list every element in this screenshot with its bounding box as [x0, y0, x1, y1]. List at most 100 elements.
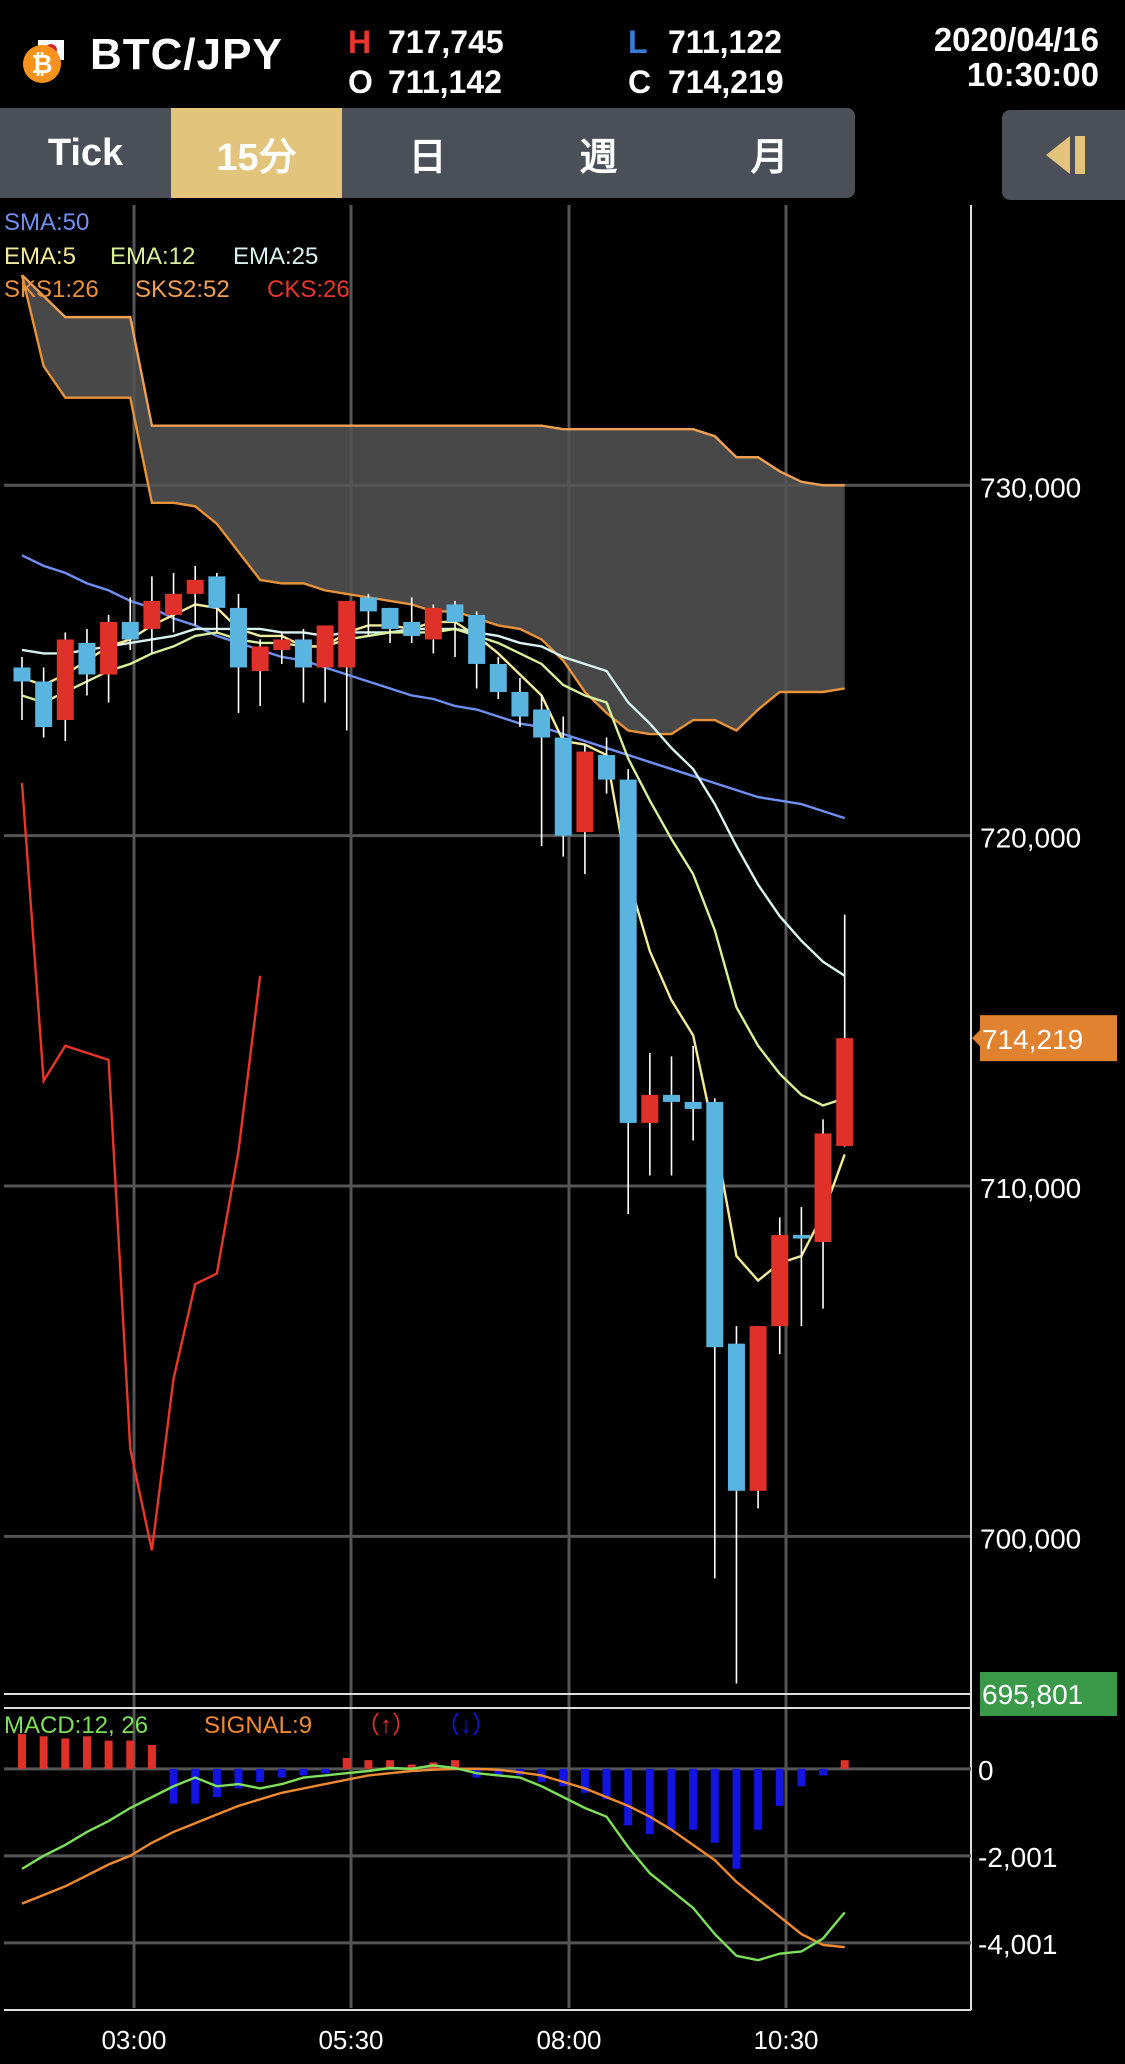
macd-tick-label: 0 — [978, 1755, 994, 1786]
open-key: O — [348, 64, 373, 100]
candle-body — [78, 642, 96, 675]
macd-histogram-bar — [147, 1744, 156, 1769]
candle-body — [273, 639, 291, 650]
time-tick-label: 05:30 — [318, 2025, 383, 2055]
price-axis: 730,000 720,000 710,000 700,000 714,219 695,8… — [972, 472, 1117, 1716]
candle-body — [446, 604, 464, 622]
candle-body — [533, 709, 551, 738]
macd-histogram-bar — [645, 1768, 654, 1835]
time-tick-label: 08:00 — [536, 2025, 601, 2055]
price-tick-label: 700,000 — [980, 1523, 1081, 1554]
candle-body — [143, 600, 161, 629]
macd-histogram-bar — [299, 1768, 308, 1776]
candle-body — [424, 607, 442, 640]
line-ema5 — [21, 603, 846, 1283]
macd-histogram-bar — [61, 1738, 70, 1769]
macd-histogram-bar — [277, 1768, 286, 1778]
tab-tick[interactable]: Tick — [47, 131, 124, 174]
pair-title: BTC/JPY — [90, 30, 283, 79]
legend-sma: SMA:50 — [4, 209, 89, 236]
collapse-left-icon — [1046, 136, 1085, 174]
macd-histogram-bar — [39, 1736, 48, 1769]
candle-body — [338, 600, 356, 668]
high-row: H 717,745 — [348, 24, 504, 61]
legend-sks2: SKS2:52 — [135, 276, 230, 303]
close-key: C — [628, 64, 652, 100]
legend-down: （↓） — [436, 1712, 496, 1739]
legend-ema5: EMA:5 — [4, 243, 76, 270]
macd-histogram-bar — [775, 1768, 784, 1806]
close-row: C 714,219 — [628, 64, 784, 101]
macd-histogram-bar — [580, 1768, 589, 1793]
candle-body — [598, 755, 616, 780]
collapse-panel-button[interactable] — [1002, 110, 1125, 200]
macd-panel: 0 -2,001 -4,001 — [4, 1734, 1057, 1962]
bitcoin-japan-icon: ₿ — [23, 40, 64, 83]
candle-body — [792, 1235, 810, 1239]
tab-15min[interactable]: 15分 — [171, 108, 342, 198]
candle-body — [121, 621, 139, 640]
open-row: O 711,142 — [348, 64, 502, 101]
time-label: 10:30:00 — [966, 56, 1099, 93]
macd-histogram-bar — [451, 1760, 459, 1769]
macd-histogram-bar — [321, 1768, 330, 1774]
candle-body — [251, 646, 269, 671]
last-price-label: 714,219 — [982, 1024, 1083, 1055]
macd-histogram-bar — [797, 1768, 806, 1787]
legend-sks1: SKS1:26 — [4, 276, 99, 303]
header: ₿ BTC/JPY H 717,745 O 711,142 L 711,122 C 71… — [0, 0, 1125, 105]
tab-month[interactable]: 月 — [750, 136, 789, 179]
macd-histogram-bar — [429, 1762, 438, 1769]
macd-histogram-bar — [602, 1768, 611, 1800]
line-ema12 — [21, 627, 846, 1107]
open-value: 711,142 — [388, 64, 502, 100]
candle-body — [359, 597, 377, 612]
tab-day[interactable]: 日 — [408, 136, 447, 179]
macd-histogram-bar — [82, 1736, 91, 1769]
candle-body — [749, 1326, 767, 1491]
line-signal — [21, 1767, 845, 1949]
candle-body — [511, 691, 529, 717]
macd-histogram-bar — [234, 1768, 243, 1789]
high-key: H — [348, 24, 372, 60]
datetime: 2020/04/16 10:30:00 — [934, 22, 1099, 92]
macd-histogram-bar — [732, 1768, 741, 1869]
last-price-pointer — [972, 1030, 980, 1047]
macd-histogram-bar — [342, 1758, 351, 1769]
indicator-lines — [20, 274, 846, 1551]
line-macd — [21, 1764, 846, 1962]
candle-body — [100, 621, 118, 675]
date-label: 2020/04/16 — [933, 21, 1099, 58]
macd-histogram-bar — [515, 1768, 524, 1776]
macd-histogram-bar — [624, 1768, 633, 1826]
candle-body — [13, 667, 31, 682]
candle-body — [56, 639, 74, 721]
candle-body — [468, 614, 486, 664]
candle-body — [814, 1133, 832, 1243]
low-price-label: 695,801 — [982, 1679, 1083, 1710]
macd-histogram-bar — [126, 1740, 135, 1769]
candle-body — [771, 1235, 789, 1327]
macd-histogram-bar — [386, 1760, 395, 1769]
line-sks2 — [21, 274, 845, 487]
line-ema25 — [21, 627, 846, 977]
candle-body — [294, 639, 312, 668]
timeframe-tabs: Tick 15分 日 週 月 — [0, 108, 855, 198]
macd-histogram-bar — [559, 1768, 568, 1787]
legend-signal: SIGNAL:9 — [204, 1712, 312, 1739]
price-tick-label: 710,000 — [980, 1173, 1081, 1204]
last-price-tag — [980, 1015, 1117, 1062]
macd-tick-label: -4,001 — [978, 1929, 1057, 1960]
candle-body — [836, 1038, 854, 1146]
time-tick-label: 03:00 — [101, 2025, 166, 2055]
candle-body — [489, 663, 507, 692]
macd-histogram-bar — [537, 1768, 546, 1782]
line-sma50 — [21, 554, 846, 820]
macd-histogram-bar — [710, 1768, 719, 1843]
macd-histogram-bar — [689, 1768, 698, 1830]
candle-body — [641, 1094, 659, 1123]
legend-macd: MACD:12, 26 — [4, 1712, 148, 1739]
close-value: 714,219 — [668, 64, 784, 100]
tab-week[interactable]: 週 — [579, 136, 618, 179]
